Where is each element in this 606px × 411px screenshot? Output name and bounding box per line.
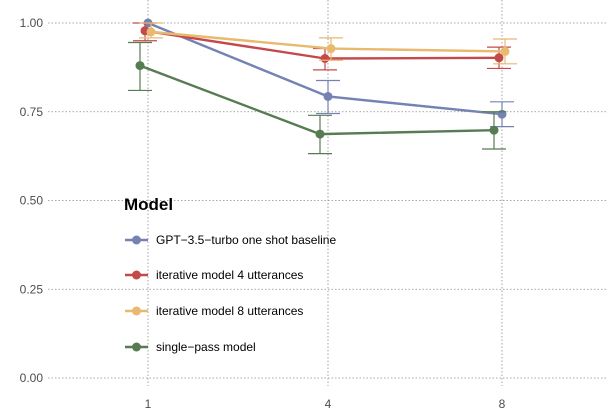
data-point — [494, 53, 504, 63]
legend-item: iterative model 8 utterances — [125, 304, 303, 318]
legend-label: iterative model 8 utterances — [156, 304, 303, 318]
y-tick-label: 1.00 — [20, 16, 44, 30]
y-tick-label: 0.50 — [20, 194, 44, 208]
legend-key-point — [132, 270, 141, 280]
legend-key-point — [132, 235, 141, 245]
legend-label: GPT−3.5−turbo one shot baseline — [156, 233, 336, 247]
legend-label: iterative model 4 utterances — [156, 268, 303, 282]
y-tick-label: 0.00 — [20, 371, 44, 385]
series-line — [139, 64, 495, 136]
data-point — [497, 109, 507, 119]
series-2 — [139, 22, 517, 65]
data-point — [500, 46, 510, 56]
y-tick-label: 0.75 — [20, 105, 44, 119]
series-1 — [133, 22, 511, 71]
x-tick-label: 1 — [145, 397, 152, 411]
data-point — [489, 125, 499, 135]
legend: Model GPT−3.5−turbo one shot baseline ite… — [124, 195, 336, 354]
legend-item: single−pass model — [125, 340, 256, 354]
x-axis-ticks: 1 4 8 — [145, 397, 506, 411]
series-3 — [128, 41, 506, 155]
y-axis-ticks: 0.00 0.25 0.50 0.75 1.00 — [20, 16, 44, 385]
data-point — [315, 129, 325, 139]
y-tick-label: 0.25 — [20, 282, 44, 296]
legend-item: GPT−3.5−turbo one shot baseline — [125, 233, 336, 247]
legend-label: single−pass model — [156, 340, 256, 354]
data-point — [146, 27, 156, 37]
series-group — [128, 18, 517, 155]
series-0 — [143, 18, 514, 128]
data-point — [326, 44, 336, 54]
legend-title: Model — [124, 195, 173, 214]
data-point — [320, 54, 330, 63]
legend-key-point — [132, 306, 141, 316]
legend-key-point — [132, 342, 141, 352]
legend-item: iterative model 4 utterances — [125, 268, 303, 282]
data-point — [135, 61, 145, 71]
data-point — [323, 91, 333, 101]
legend-items: GPT−3.5−turbo one shot baseline iterative… — [125, 233, 336, 354]
x-tick-label: 4 — [325, 397, 332, 411]
x-tick-label: 8 — [499, 397, 506, 411]
